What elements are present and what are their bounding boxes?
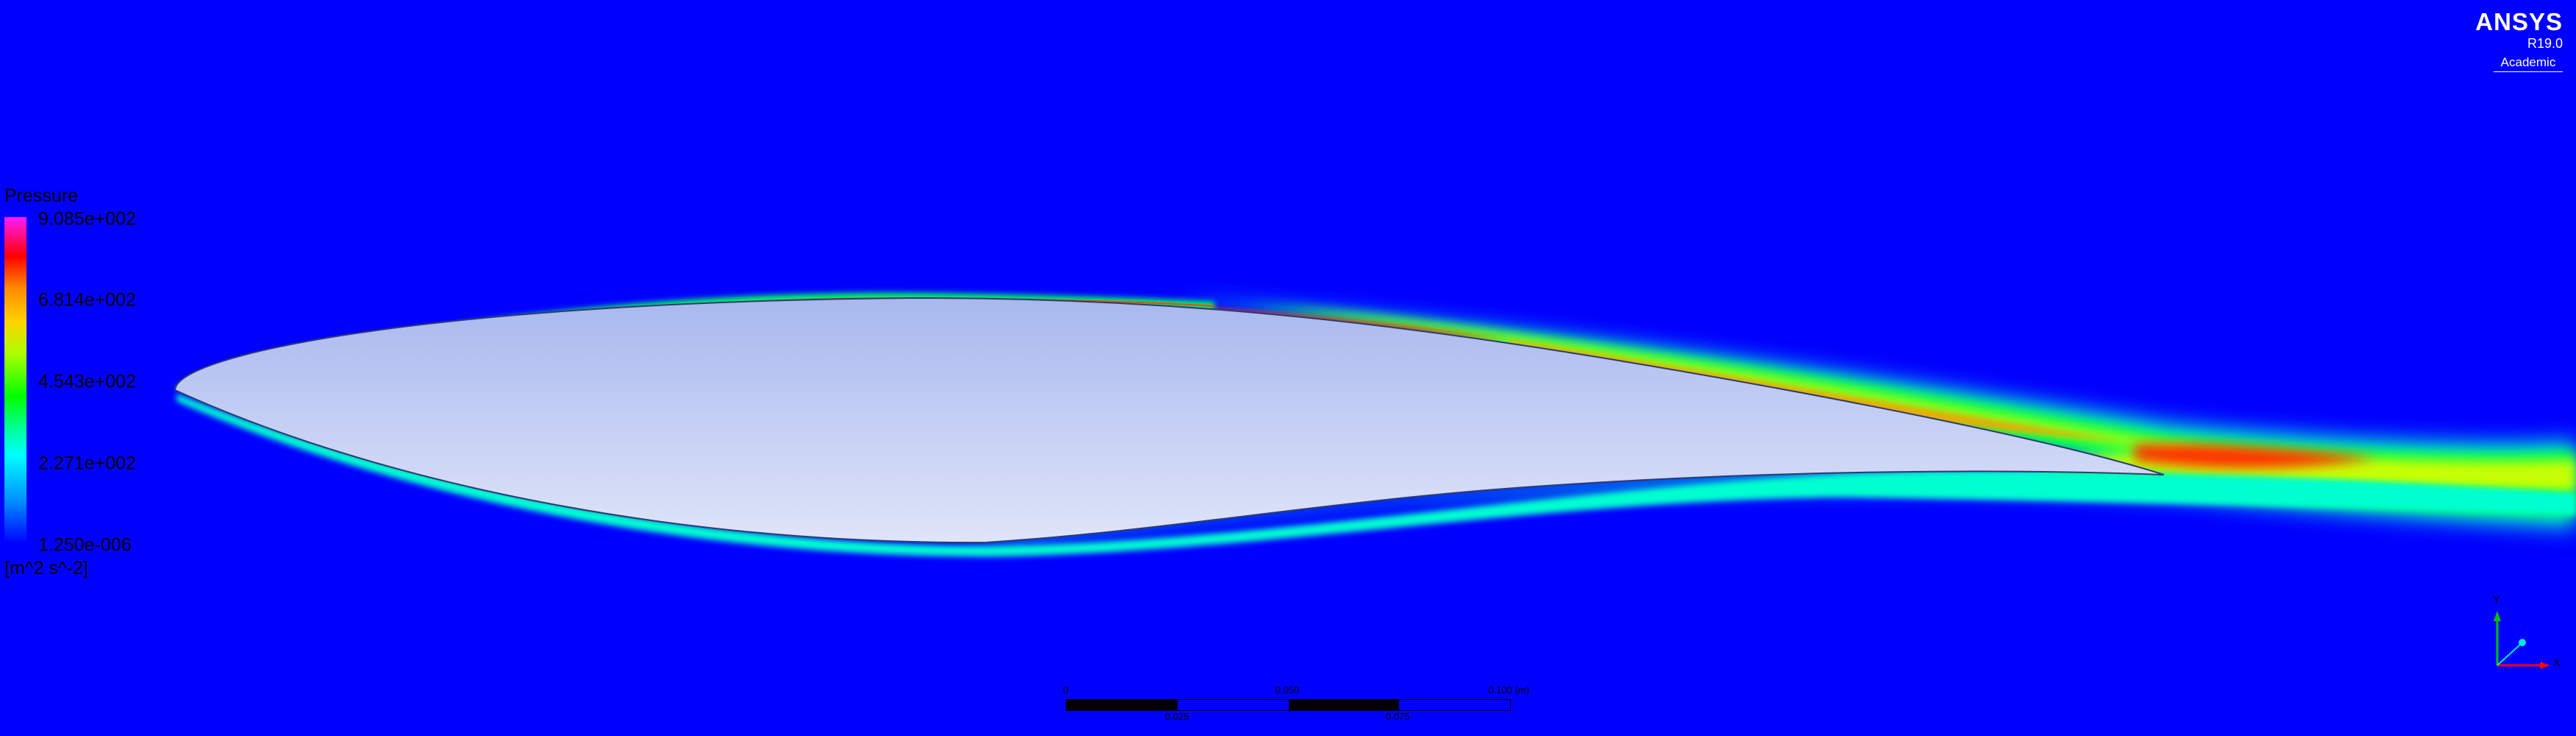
legend-color-bar xyxy=(4,217,26,543)
axis-triad-icon xyxy=(2494,611,2550,669)
wake-yellow xyxy=(1288,308,2576,492)
scale-label-three-quarter: 0.075 xyxy=(1385,711,1410,722)
legend[interactable]: Pressure 9.085e+002 6.814e+002 4.543e+00… xyxy=(0,0,177,589)
legend-tick-min: 1.250e-006 xyxy=(38,534,132,556)
brand-version: R19.0 xyxy=(2527,36,2563,51)
axis-label-y: Y xyxy=(2493,593,2500,605)
legend-tick-4: 2.271e+002 xyxy=(38,453,136,474)
axis-label-x: X xyxy=(2553,657,2561,668)
scale-bar-segments xyxy=(1066,699,1511,711)
legend-units: [m^2 s^-2] xyxy=(4,558,88,578)
wake-core-red xyxy=(2134,444,2377,468)
airfoil-body xyxy=(174,297,2165,544)
scale-label-quarter: 0.025 xyxy=(1164,711,1189,722)
legend-tick-max: 9.085e+002 xyxy=(38,208,136,230)
legend-tick-3: 4.543e+002 xyxy=(38,371,136,392)
scale-label-mid: 0.050 xyxy=(1275,684,1300,696)
scale-bar: 0 0.050 0.100 (m) 0.025 0.075 xyxy=(1063,683,1541,723)
scale-label-0: 0 xyxy=(1063,684,1069,696)
brand-name: ANSYS xyxy=(2475,8,2563,35)
axis-triad[interactable]: Y X xyxy=(2484,589,2565,673)
brand-edition: Academic xyxy=(2494,54,2563,72)
wake-orange xyxy=(1509,340,2120,440)
legend-tick-2: 6.814e+002 xyxy=(38,289,136,311)
lower-boundary-layer xyxy=(177,394,2576,556)
brand-logo: ANSYS R19.0 Academic xyxy=(2467,9,2563,72)
legend-title: Pressure xyxy=(4,185,79,206)
scale-label-max: 0.100 (m) xyxy=(1488,684,1529,696)
